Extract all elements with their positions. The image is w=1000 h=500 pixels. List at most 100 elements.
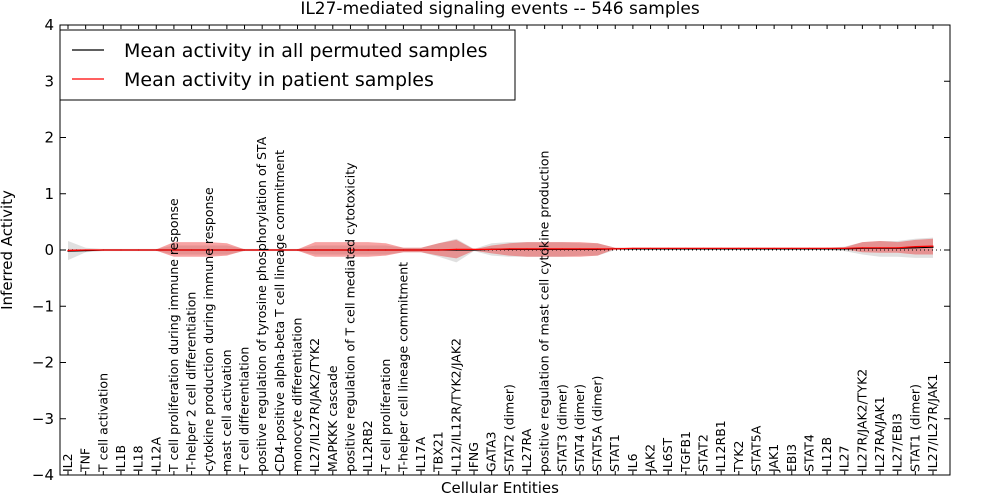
x-category-label: IL12RB1 bbox=[713, 420, 728, 472]
x-category-label: STAT4 bbox=[801, 434, 816, 472]
x-category-label: IL12RB2 bbox=[360, 420, 375, 472]
point-patient bbox=[755, 247, 758, 249]
point-patient bbox=[685, 247, 687, 249]
x-category-label: IL27/IL27R/JAK1 bbox=[925, 374, 940, 472]
x-category-label: STAT3 (dimer) bbox=[554, 384, 569, 472]
point-patient bbox=[614, 248, 616, 250]
x-category-label: STAT2 (dimer) bbox=[501, 384, 516, 472]
x-category-label: positive regulation of mast cell cytokin… bbox=[537, 151, 552, 472]
x-category-label: monocyte differentiation bbox=[290, 318, 305, 472]
point-patient bbox=[738, 247, 740, 249]
point-patient bbox=[702, 247, 705, 249]
point-patient bbox=[402, 249, 404, 251]
x-category-label: IL18 bbox=[131, 445, 146, 472]
point-patient bbox=[561, 248, 563, 250]
point-patient bbox=[826, 247, 828, 249]
point-patient bbox=[367, 249, 369, 251]
y-tick-label: −4 bbox=[32, 466, 54, 484]
x-category-label: IL1B bbox=[113, 445, 128, 472]
x-axis-label: Cellular Entities bbox=[441, 479, 559, 497]
point-patient bbox=[897, 247, 899, 249]
legend-box bbox=[59, 29, 516, 101]
point-patient bbox=[67, 250, 69, 252]
point-patient bbox=[279, 249, 281, 251]
x-category-label: MAPKKK cascade bbox=[325, 365, 340, 472]
point-patient bbox=[579, 248, 581, 250]
point-patient bbox=[667, 247, 669, 249]
x-category-label: cytokine production during immune respon… bbox=[201, 187, 216, 472]
point-patient bbox=[438, 249, 440, 251]
point-patient bbox=[226, 249, 228, 251]
chart-title: IL27-mediated signaling events -- 546 sa… bbox=[300, 0, 700, 19]
point-patient bbox=[473, 248, 475, 250]
x-category-label: T cell proliferation during immune respo… bbox=[166, 198, 181, 473]
point-patient bbox=[85, 249, 87, 251]
point-permuted bbox=[932, 246, 934, 248]
x-category-label: T-helper cell lineage commitment bbox=[395, 262, 410, 473]
y-tick-label: 2 bbox=[44, 129, 54, 147]
point-patient bbox=[455, 248, 457, 250]
point-patient bbox=[102, 249, 104, 251]
legend-label-patient: Mean activity in patient samples bbox=[124, 69, 434, 91]
y-tick-label: −1 bbox=[32, 297, 54, 315]
legend-label-permuted: Mean activity in all permuted samples bbox=[124, 40, 487, 62]
point-patient bbox=[791, 247, 793, 249]
point-patient bbox=[597, 248, 599, 250]
x-category-label: IL27RA bbox=[519, 428, 534, 472]
x-category-label: T-helper 2 cell differentiation bbox=[184, 292, 199, 473]
point-patient bbox=[844, 247, 846, 249]
point-patient bbox=[191, 249, 193, 251]
point-patient bbox=[138, 249, 140, 251]
x-category-label: JAK1 bbox=[766, 444, 781, 473]
point-patient bbox=[808, 247, 811, 249]
x-category-label: STAT5A bbox=[749, 425, 764, 472]
y-tick-label: 3 bbox=[44, 72, 54, 90]
line-patient bbox=[67, 245, 934, 252]
x-category-label: mast cell activation bbox=[219, 349, 234, 472]
x-category-label: IL6 bbox=[625, 453, 640, 472]
x-category-label: CD4-positive alpha-beta T cell lineage c… bbox=[272, 150, 287, 472]
x-category-label: TBX21 bbox=[431, 431, 446, 473]
legend: Mean activity in all permuted samples Me… bbox=[59, 29, 516, 101]
point-patient bbox=[296, 249, 299, 251]
x-category-label: IL27/IL27R/JAK2/TYK2 bbox=[307, 338, 322, 472]
y-tick-label: 1 bbox=[44, 185, 54, 203]
point-patient bbox=[332, 249, 334, 251]
x-category-label: IL12B bbox=[819, 437, 834, 472]
x-category-label: IL2 bbox=[60, 453, 75, 472]
point-patient bbox=[632, 247, 634, 249]
point-patient bbox=[349, 249, 351, 251]
point-patient bbox=[208, 249, 210, 251]
point-patient bbox=[879, 247, 881, 249]
x-category-label: STAT1 (dimer) bbox=[907, 384, 922, 472]
x-category-label: STAT1 bbox=[607, 434, 622, 472]
x-category-label: IFNG bbox=[466, 442, 481, 472]
y-tick-label: 0 bbox=[44, 241, 54, 259]
point-permuted bbox=[914, 247, 916, 249]
point-patient bbox=[773, 247, 775, 249]
y-tick-label: −3 bbox=[32, 410, 54, 428]
x-category-label: IL27R/JAK2/TYK2 bbox=[854, 369, 869, 472]
x-category-label: TGFB1 bbox=[678, 431, 693, 473]
x-category-label: positive regulation of T cell mediated c… bbox=[342, 162, 357, 472]
x-category-label: GATA3 bbox=[484, 432, 499, 472]
point-patient bbox=[526, 248, 528, 250]
x-category-label: T cell proliferation bbox=[378, 359, 393, 473]
point-patient bbox=[243, 249, 246, 251]
x-category-label: TNF bbox=[78, 448, 93, 473]
x-category-label: IL27/EBI3 bbox=[890, 413, 905, 472]
x-category-label: IL27 bbox=[837, 445, 852, 472]
series-lines bbox=[60, 245, 950, 252]
point-patient bbox=[508, 248, 510, 250]
point-patient bbox=[544, 248, 546, 250]
point-patient bbox=[120, 249, 122, 251]
x-category-label: IL17A bbox=[413, 436, 428, 472]
x-axis-categories: IL2 TNF T cell activation IL1B IL18 IL12A T ce… bbox=[60, 25, 940, 475]
point-patient bbox=[314, 249, 316, 251]
point-patient bbox=[420, 249, 422, 251]
point-patient bbox=[914, 246, 916, 248]
point-patient bbox=[932, 245, 934, 247]
point-patient bbox=[155, 249, 157, 251]
y-tick-label: 4 bbox=[44, 16, 54, 34]
x-category-label: EBI3 bbox=[784, 444, 799, 472]
